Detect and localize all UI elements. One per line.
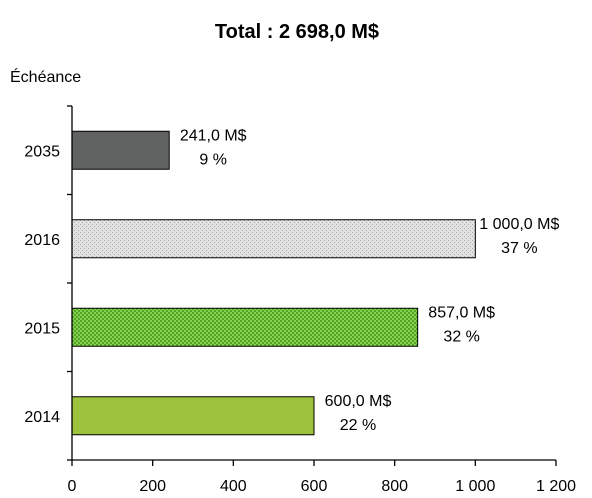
y-axis-label: Échéance xyxy=(10,67,81,86)
data-label-percent: 9 % xyxy=(199,151,227,168)
x-tick-label: 1 000 xyxy=(455,478,495,495)
bar-2014 xyxy=(71,396,315,436)
data-label-value: 857,0 M$ xyxy=(428,304,495,321)
bar-2015 xyxy=(71,307,419,347)
data-label-percent: 32 % xyxy=(443,328,479,345)
bar-2016 xyxy=(71,219,476,259)
x-tick-label: 1 200 xyxy=(536,478,576,495)
x-tick-label: 200 xyxy=(139,478,166,495)
category-label: 2016 xyxy=(24,232,60,249)
bar-2035 xyxy=(71,130,170,170)
chart-title: Total : 2 698,0 M$ xyxy=(215,21,379,43)
data-label-percent: 22 % xyxy=(340,417,376,434)
data-label-value: 1 000,0 M$ xyxy=(479,216,559,233)
x-tick-label: 600 xyxy=(301,478,328,495)
category-label: 2015 xyxy=(24,320,60,337)
x-tick-label: 400 xyxy=(220,478,247,495)
category-label: 2035 xyxy=(24,143,60,160)
x-tick-label: 800 xyxy=(381,478,408,495)
category-label: 2014 xyxy=(24,409,60,426)
data-label-value: 600,0 M$ xyxy=(325,393,392,410)
data-label-value: 241,0 M$ xyxy=(180,127,247,144)
data-label-percent: 37 % xyxy=(501,240,537,257)
x-tick-label: 0 xyxy=(68,478,77,495)
